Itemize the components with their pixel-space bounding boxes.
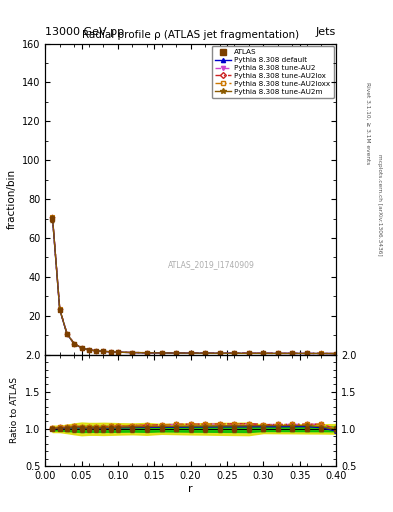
Text: ATLAS_2019_I1740909: ATLAS_2019_I1740909	[167, 261, 254, 270]
Legend: ATLAS, Pythia 8.308 default, Pythia 8.308 tune-AU2, Pythia 8.308 tune-AU2lox, Py: ATLAS, Pythia 8.308 default, Pythia 8.30…	[212, 46, 334, 98]
Text: Rivet 3.1.10, ≥ 3.1M events: Rivet 3.1.10, ≥ 3.1M events	[365, 82, 370, 164]
Y-axis label: fraction/bin: fraction/bin	[6, 169, 16, 229]
Text: mcplots.cern.ch [arXiv:1306.3436]: mcplots.cern.ch [arXiv:1306.3436]	[377, 154, 382, 255]
Title: Radial profile ρ (ATLAS jet fragmentation): Radial profile ρ (ATLAS jet fragmentatio…	[82, 30, 299, 40]
Text: 13000 GeV pp: 13000 GeV pp	[45, 27, 124, 37]
Text: Jets: Jets	[316, 27, 336, 37]
X-axis label: r: r	[188, 483, 193, 494]
Y-axis label: Ratio to ATLAS: Ratio to ATLAS	[10, 377, 19, 443]
